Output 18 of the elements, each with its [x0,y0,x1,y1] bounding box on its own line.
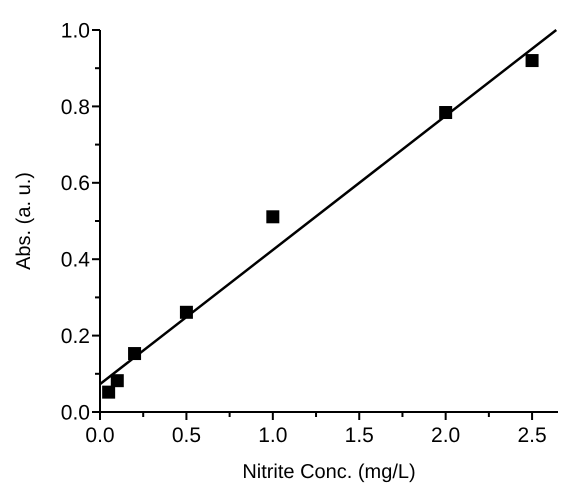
x-tick-label: 0.0 [85,424,115,447]
x-tick-label: 1.5 [344,424,374,447]
y-tick-label: 0.6 [60,172,90,196]
point [110,374,124,388]
x-tick-label: 0.5 [172,424,202,447]
y-tick-label: 0.4 [60,248,90,272]
y-tick-label: 0.8 [60,96,90,119]
point [526,54,539,68]
y-tick-label: 0.0 [60,401,90,424]
point [266,210,280,224]
y-tick-label: 0.2 [60,324,90,348]
x-tick-label: 2.5 [517,424,547,447]
y-tick-label: 1.0 [60,19,90,42]
point [102,386,116,399]
x-tick-label: 2.0 [431,424,460,447]
y-axis-title: Abs. (a. u.) [13,172,35,270]
x-tick-label: 1.0 [258,424,288,447]
x-axis-title: Nitrite Conc. (mg/L) [242,461,416,483]
